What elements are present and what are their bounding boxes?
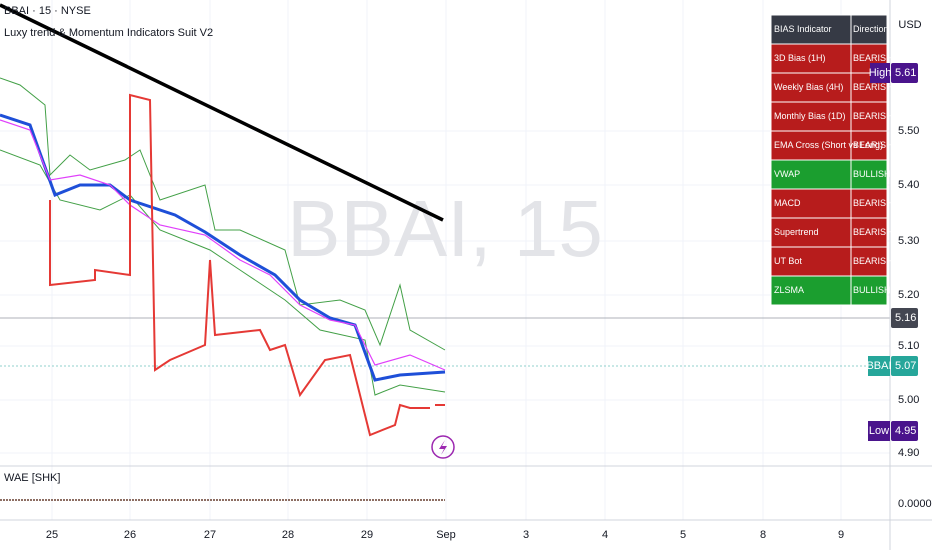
time-label: 4 bbox=[602, 529, 608, 541]
time-label: 29 bbox=[361, 529, 373, 541]
time-label: 25 bbox=[46, 529, 58, 541]
table-cell bbox=[850, 217, 888, 248]
tag-label-bg bbox=[868, 356, 890, 376]
table-text: BEARISH bbox=[853, 256, 893, 266]
table-text: Direction bbox=[853, 24, 889, 34]
price-tag-bg bbox=[891, 356, 918, 376]
time-label: 28 bbox=[282, 529, 294, 541]
time-label: 3 bbox=[523, 529, 529, 541]
table-text: BEARISH bbox=[853, 198, 893, 208]
time-label: 8 bbox=[760, 529, 766, 541]
lower-pane-label: WAE [SHK] bbox=[4, 472, 60, 484]
price-tag: 5.16 bbox=[895, 312, 916, 324]
table-cell bbox=[850, 130, 888, 161]
table-text: BEARISH bbox=[853, 111, 893, 121]
tag-label: High bbox=[869, 67, 892, 79]
tag-label-bg bbox=[868, 421, 890, 441]
price-tag: 5.07 bbox=[895, 360, 916, 372]
price-label: 5.30 bbox=[898, 235, 919, 247]
table-cell bbox=[850, 275, 888, 306]
table-cell bbox=[770, 130, 852, 161]
time-label: Sep bbox=[436, 529, 456, 541]
upper-band bbox=[0, 77, 446, 351]
vwap-line bbox=[0, 113, 446, 382]
table-text: VWAP bbox=[774, 169, 800, 179]
time-label: 5 bbox=[680, 529, 686, 541]
table-text: Weekly Bias (4H) bbox=[774, 82, 843, 92]
table-text: BEARISH bbox=[853, 82, 893, 92]
table-text: BIAS Indicator bbox=[774, 24, 832, 34]
table-text: 3D Bias (1H) bbox=[774, 53, 826, 63]
table-cell bbox=[770, 159, 852, 190]
price-tag-bg bbox=[891, 308, 918, 328]
price-label: 5.20 bbox=[898, 289, 919, 301]
table-text: BEARISH bbox=[853, 53, 893, 63]
table-text: BEARISH bbox=[853, 227, 893, 237]
event-icon[interactable] bbox=[431, 435, 455, 459]
tag-label: Low bbox=[869, 425, 889, 437]
table-text: EMA Cross (Short vs Long) bbox=[774, 140, 883, 150]
price-label: 5.10 bbox=[898, 340, 919, 352]
table-cell bbox=[850, 246, 888, 277]
indicator-title: Luxy trend & Momentum Indicators Suit V2 bbox=[4, 27, 213, 39]
table-text: UT Bot bbox=[774, 256, 802, 266]
table-text: ZLSMA bbox=[774, 285, 804, 295]
bias-table: BIAS Indicator Direction 3D Bias (1H) BEARI… bbox=[770, 14, 893, 306]
trend-line bbox=[0, 3, 444, 222]
tag-label-bg bbox=[870, 63, 890, 83]
price-label: 5.40 bbox=[898, 179, 919, 191]
price-tag-bg bbox=[891, 63, 918, 83]
watermark: BBAI, 15 bbox=[287, 184, 603, 273]
table-cell bbox=[770, 275, 852, 306]
time-label: 9 bbox=[838, 529, 844, 541]
price-label: 5.00 bbox=[898, 394, 919, 406]
time-label: 26 bbox=[124, 529, 136, 541]
table-text: BULLISH bbox=[853, 285, 891, 295]
price-label: 4.90 bbox=[898, 447, 919, 459]
table-text: BEARISH bbox=[853, 140, 893, 150]
table-text: Monthly Bias (1D) bbox=[774, 111, 846, 121]
table-text: BULLISH bbox=[853, 169, 891, 179]
time-label: 27 bbox=[204, 529, 216, 541]
table-cell bbox=[850, 14, 888, 45]
symbol-title: BBAI · 15 · NYSE bbox=[4, 5, 91, 17]
tag-label: BBAI bbox=[866, 360, 891, 372]
supertrend-line bbox=[49, 93, 445, 437]
event-bolt bbox=[439, 440, 447, 455]
lower-band bbox=[0, 149, 446, 396]
table-text: MACD bbox=[774, 198, 801, 208]
ema-line bbox=[0, 119, 446, 371]
price-tag-bg bbox=[891, 421, 918, 441]
price-tag: 4.95 bbox=[895, 425, 916, 437]
currency[interactable]: USD bbox=[898, 19, 921, 31]
table-text: Supertrend bbox=[774, 227, 819, 237]
price-label: 5.50 bbox=[898, 125, 919, 137]
table-cell bbox=[850, 101, 888, 132]
lower-axis-label: 0.0000 bbox=[898, 498, 932, 510]
price-tag: 5.61 bbox=[895, 67, 916, 79]
